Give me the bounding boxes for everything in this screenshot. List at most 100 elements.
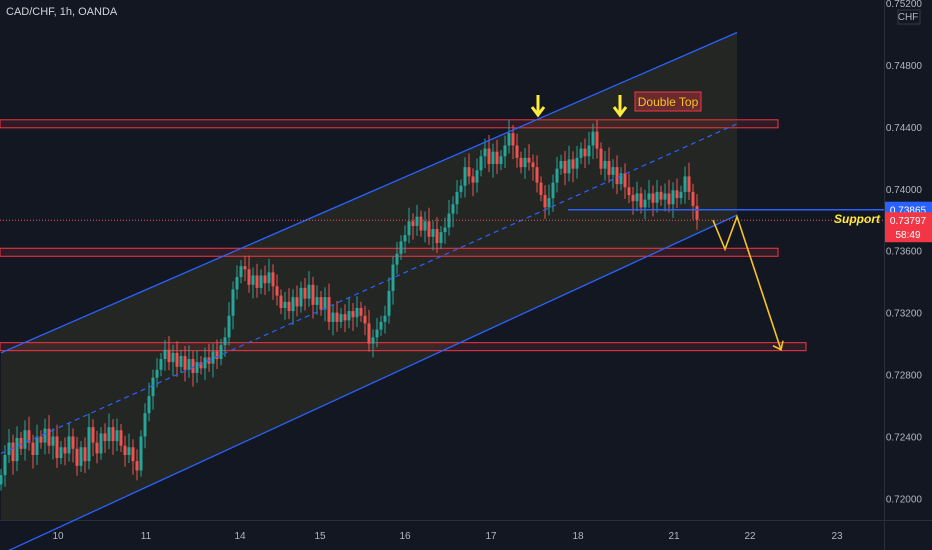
candle[interactable] <box>483 138 487 169</box>
candle[interactable] <box>435 217 439 253</box>
price-axis[interactable]: 0.75200 0.74800 0.74400 0.74000 0.73600 0.732… <box>885 0 932 550</box>
candle[interactable] <box>91 419 95 457</box>
candle[interactable] <box>0 468 3 491</box>
candle[interactable] <box>651 185 655 217</box>
candle[interactable] <box>19 431 23 455</box>
candle[interactable] <box>463 157 467 198</box>
candle[interactable] <box>299 281 303 313</box>
candle[interactable] <box>655 180 659 213</box>
candle[interactable] <box>227 302 231 346</box>
candle[interactable] <box>355 296 359 328</box>
candle[interactable] <box>571 151 575 183</box>
candle[interactable] <box>79 441 83 473</box>
candle[interactable] <box>395 242 399 275</box>
candle[interactable] <box>239 260 243 284</box>
candle[interactable] <box>695 194 699 230</box>
candle[interactable] <box>319 290 323 316</box>
candle[interactable] <box>219 338 223 366</box>
candle[interactable] <box>659 185 663 206</box>
candle[interactable] <box>283 291 287 320</box>
double-top-label[interactable]: Double Top <box>634 91 702 112</box>
candle[interactable] <box>23 420 27 461</box>
candle[interactable] <box>583 138 587 169</box>
candle[interactable] <box>335 300 339 332</box>
candle[interactable] <box>315 285 319 315</box>
candle[interactable] <box>331 304 335 336</box>
candle[interactable] <box>303 277 307 311</box>
candle[interactable] <box>103 423 107 453</box>
candle[interactable] <box>411 213 415 240</box>
last-price-tag[interactable] <box>885 212 932 243</box>
candle[interactable] <box>587 131 591 165</box>
candle[interactable] <box>35 424 39 465</box>
projection-path[interactable] <box>712 214 782 351</box>
candle[interactable] <box>611 159 615 189</box>
resistance-zone[interactable] <box>0 247 779 257</box>
candle[interactable] <box>271 264 275 300</box>
candle[interactable] <box>535 155 539 193</box>
candle[interactable] <box>399 235 403 260</box>
candle[interactable] <box>211 343 215 378</box>
candle[interactable] <box>235 265 239 300</box>
candle[interactable] <box>71 428 75 463</box>
candle[interactable] <box>87 413 91 470</box>
candle[interactable] <box>255 263 259 298</box>
candle[interactable] <box>11 434 15 475</box>
candle[interactable] <box>671 182 675 218</box>
candle[interactable] <box>363 305 367 336</box>
candle[interactable] <box>491 143 495 178</box>
candle[interactable] <box>419 210 423 237</box>
candle[interactable] <box>339 307 343 329</box>
candle[interactable] <box>231 281 235 330</box>
candle[interactable] <box>307 271 311 307</box>
candle[interactable] <box>379 315 383 336</box>
channel-lower-line[interactable] <box>1 214 738 550</box>
candle[interactable] <box>447 199 451 236</box>
candle[interactable] <box>555 156 559 193</box>
candle[interactable] <box>51 428 55 460</box>
candle[interactable] <box>259 269 263 295</box>
candle[interactable] <box>495 139 499 174</box>
candle[interactable] <box>519 151 523 174</box>
candle[interactable] <box>595 119 599 159</box>
candle[interactable] <box>323 287 327 322</box>
candle[interactable] <box>75 437 79 476</box>
candle[interactable] <box>135 449 139 481</box>
candle[interactable] <box>683 166 687 204</box>
candle[interactable] <box>467 153 471 185</box>
candle[interactable] <box>199 355 203 375</box>
candle[interactable] <box>139 430 143 477</box>
candle[interactable] <box>67 422 71 462</box>
candle[interactable] <box>479 150 483 177</box>
candle[interactable] <box>407 207 411 244</box>
candle[interactable] <box>7 429 11 464</box>
candle[interactable] <box>499 150 503 171</box>
candle[interactable] <box>263 265 267 295</box>
candle[interactable] <box>507 119 511 154</box>
candle[interactable] <box>55 424 59 468</box>
candle[interactable] <box>563 151 567 186</box>
candle[interactable] <box>551 174 555 212</box>
candle[interactable] <box>539 176 543 202</box>
candle[interactable] <box>195 350 199 383</box>
candle[interactable] <box>123 435 127 467</box>
candle[interactable] <box>111 419 115 455</box>
candle[interactable] <box>223 327 227 357</box>
candle[interactable] <box>391 256 395 305</box>
resistance-zone[interactable] <box>0 342 807 352</box>
candle[interactable] <box>383 305 387 334</box>
candle[interactable] <box>675 178 679 208</box>
candle[interactable] <box>511 125 515 160</box>
candle[interactable] <box>343 304 347 333</box>
candle[interactable] <box>423 211 427 243</box>
candle[interactable] <box>175 341 179 377</box>
candle[interactable] <box>191 351 195 387</box>
candle[interactable] <box>427 207 431 245</box>
candle[interactable] <box>431 221 435 251</box>
candle[interactable] <box>439 225 443 250</box>
candle[interactable] <box>247 255 251 293</box>
channel-upper-line[interactable] <box>0 31 738 354</box>
candle[interactable] <box>515 133 519 168</box>
